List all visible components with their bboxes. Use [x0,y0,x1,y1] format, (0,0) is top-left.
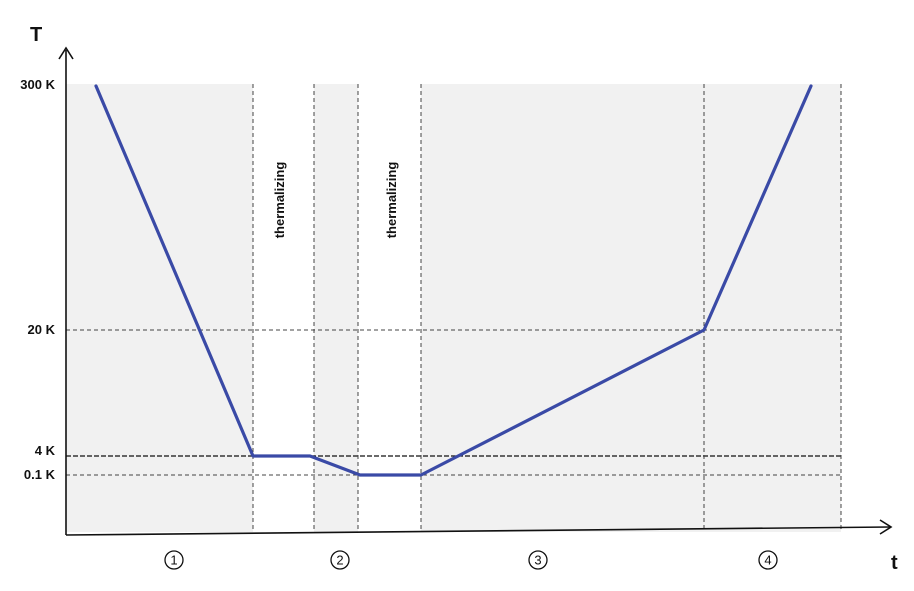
y-tick-label: 4 K [35,443,56,458]
phase-circle [164,550,184,570]
phase-label-2: 2 [330,550,350,570]
phase-label-1: 1 [164,550,184,570]
y-tick-label: 20 K [28,322,56,337]
phase-circle [528,550,548,570]
phase-number: 2 [336,553,343,568]
annotation-thermalizing: thermalizing [384,162,399,239]
axes: T t [30,24,898,574]
phase-panel-2 [314,84,358,532]
y-tick-label: 300 K [20,77,55,92]
phase-panels [66,84,841,532]
phase-circle [330,550,350,570]
phase-labels: 1 2 3 4 [164,550,778,570]
x-axis [65,526,891,536]
x-axis-title: t [891,552,898,574]
phase-label-3: 3 [528,550,548,570]
y-tick-label: 0.1 K [24,467,56,482]
phase-label-4: 4 [758,550,778,570]
series [94,84,813,477]
annotation-thermalizing: thermalizing [272,162,287,239]
phase-panel-3 [421,84,841,532]
phase-number: 4 [764,553,771,568]
annotations: thermalizing thermalizing [272,162,399,239]
y-axis-arrow [58,46,74,60]
phase-panel-1 [66,84,253,532]
phase-circle [758,550,778,570]
grid-lines [66,84,842,532]
phase-number: 3 [534,553,541,568]
x-axis-arrow [879,519,893,535]
y-tick-labels: 300 K 20 K 4 K 0.1 K [20,77,55,482]
y-axis-title: T [30,24,42,46]
phase-number: 1 [170,553,177,568]
